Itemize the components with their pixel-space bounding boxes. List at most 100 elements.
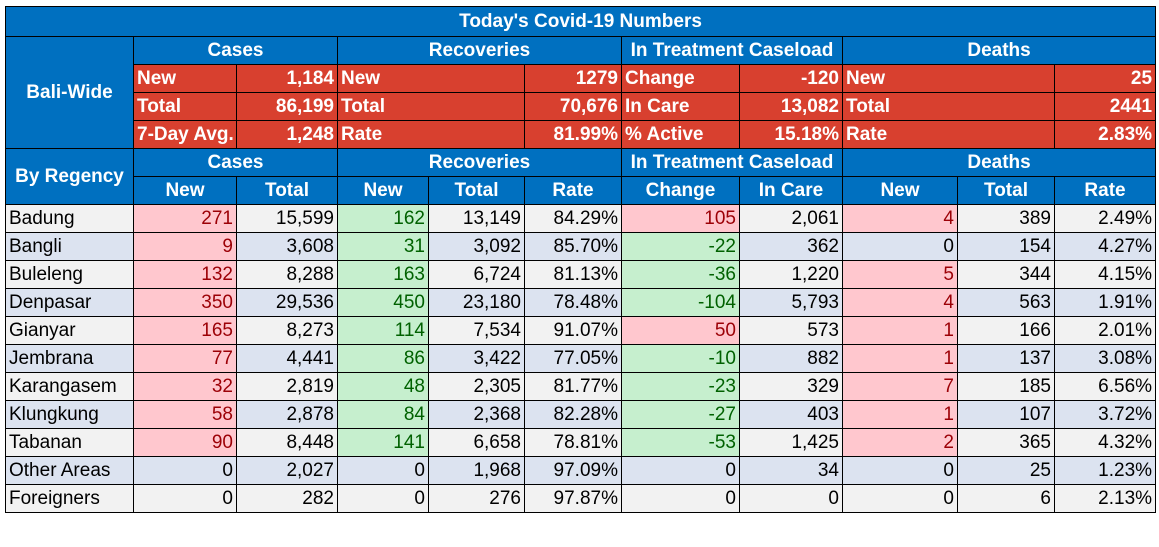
column-header: Change: [621, 176, 740, 205]
cell-rec-new: 450: [337, 288, 429, 317]
regency-name: Denpasar: [5, 288, 134, 317]
regency-name: Badung: [5, 204, 134, 233]
cell-change: 0: [621, 484, 740, 513]
cases-group-header: Cases: [133, 36, 338, 65]
cell-deaths-new: 4: [842, 288, 958, 317]
cell-deaths-total: 344: [957, 260, 1055, 289]
summary-value: 13,082: [739, 92, 843, 121]
summary-value: 86,199: [236, 92, 338, 121]
cell-in-care: 1,425: [739, 428, 843, 457]
summary-row: New 1,184 New 1279 Change -120 New 25: [6, 64, 1157, 93]
cell-rec-new: 86: [337, 344, 429, 373]
regency-name: Jembrana: [5, 344, 134, 373]
cell-deaths-total: 185: [957, 372, 1055, 401]
table-row: Foreigners 0 282 0 276 97.87% 0 0 0 6 2.13%: [5, 484, 1157, 513]
cell-deaths-total: 563: [957, 288, 1055, 317]
cases-group-header: Cases: [133, 148, 338, 177]
cell-rec-new: 0: [337, 484, 429, 513]
summary-row: 7-Day Avg. 1,248 Rate 81.99% % Active 15…: [6, 120, 1157, 149]
cell-deaths-total: 389: [957, 204, 1055, 233]
cell-rec-total: 2,368: [428, 400, 525, 429]
cell-rec-total: 23,180: [428, 288, 525, 317]
cell-rec-rate: 78.48%: [524, 288, 622, 317]
summary-label: Total: [133, 92, 237, 121]
summary-label: New: [842, 64, 1055, 93]
cell-cases-total: 15,599: [236, 204, 338, 233]
cell-cases-new: 9: [133, 232, 237, 261]
cell-deaths-rate: 2.01%: [1053, 316, 1157, 345]
cell-cases-total: 2,027: [236, 456, 338, 485]
cell-rec-total: 7,534: [428, 316, 525, 345]
cell-deaths-new: 5: [842, 260, 958, 289]
cell-cases-new: 32: [133, 372, 237, 401]
regency-name: Tabanan: [5, 428, 134, 457]
recoveries-group-header: Recoveries: [337, 148, 622, 177]
summary-row: Total 86,199 Total 70,676 In Care 13,082…: [6, 92, 1157, 121]
summary-label: New: [133, 64, 237, 93]
cell-deaths-rate: 3.08%: [1053, 344, 1157, 373]
cell-change: -53: [621, 428, 740, 457]
cell-cases-new: 90: [133, 428, 237, 457]
table-row: Gianyar 165 8,273 114 7,534 91.07% 50 573 1 166 2.…: [5, 316, 1157, 345]
table-row: Karangasem 32 2,819 48 2,305 81.77% -23 329 7 185…: [5, 372, 1157, 401]
summary-value: 70,676: [524, 92, 622, 121]
cell-in-care: 1,220: [739, 260, 843, 289]
regency-name: Other Areas: [5, 456, 134, 485]
cell-change: 50: [621, 316, 740, 345]
cell-cases-new: 271: [133, 204, 237, 233]
table-row: Bangli 9 3,608 31 3,092 85.70% -22 362 0 154 4.27%: [5, 232, 1157, 261]
regency-name: Bangli: [5, 232, 134, 261]
deaths-group-header: Deaths: [841, 148, 1157, 177]
summary-value: 81.99%: [524, 120, 622, 149]
cell-rec-rate: 81.13%: [524, 260, 622, 289]
cell-rec-rate: 82.28%: [524, 400, 622, 429]
cell-in-care: 362: [739, 232, 843, 261]
cell-deaths-new: 4: [842, 204, 958, 233]
summary-label: 7-Day Avg.: [133, 120, 237, 149]
cell-deaths-total: 166: [957, 316, 1055, 345]
regency-name: Foreigners: [5, 484, 134, 513]
cell-deaths-rate: 2.49%: [1053, 204, 1157, 233]
summary-label: Rate: [337, 120, 525, 149]
column-header: Total: [236, 176, 338, 205]
cell-cases-new: 165: [133, 316, 237, 345]
cell-change: -22: [621, 232, 740, 261]
cell-rec-new: 48: [337, 372, 429, 401]
column-header: New: [842, 176, 958, 205]
cell-cases-total: 282: [236, 484, 338, 513]
cell-rec-rate: 78.81%: [524, 428, 622, 457]
table-row: Badung 271 15,599 162 13,149 84.29% 105 2,061 4 3…: [5, 204, 1157, 233]
cell-deaths-total: 6: [957, 484, 1055, 513]
summary-label: Change: [621, 64, 740, 93]
cell-change: -10: [621, 344, 740, 373]
cell-in-care: 5,793: [739, 288, 843, 317]
cell-rec-new: 141: [337, 428, 429, 457]
table-row: Other Areas 0 2,027 0 1,968 97.09% 0 34 0 25 1.23%: [5, 456, 1157, 485]
cell-deaths-new: 1: [842, 316, 958, 345]
column-header: Rate: [1053, 176, 1157, 205]
cell-deaths-rate: 4.27%: [1053, 232, 1157, 261]
cell-rec-total: 6,724: [428, 260, 525, 289]
cell-deaths-total: 107: [957, 400, 1055, 429]
cell-cases-new: 0: [133, 484, 237, 513]
cell-rec-rate: 81.77%: [524, 372, 622, 401]
cell-deaths-new: 0: [842, 484, 958, 513]
column-header: Total: [428, 176, 525, 205]
cell-rec-rate: 97.09%: [524, 456, 622, 485]
cell-deaths-total: 137: [957, 344, 1055, 373]
cell-in-care: 403: [739, 400, 843, 429]
treatment-group-header: In Treatment Caseload: [621, 36, 843, 65]
summary-label: Rate: [842, 120, 1055, 149]
cell-rec-new: 162: [337, 204, 429, 233]
table-row: Klungkung 58 2,878 84 2,368 82.28% -27 403 1 107 3…: [5, 400, 1157, 429]
cell-rec-rate: 97.87%: [524, 484, 622, 513]
cell-cases-total: 8,448: [236, 428, 338, 457]
cell-in-care: 0: [739, 484, 843, 513]
cell-cases-new: 77: [133, 344, 237, 373]
cell-cases-total: 2,878: [236, 400, 338, 429]
cell-deaths-rate: 6.56%: [1053, 372, 1157, 401]
cell-rec-rate: 77.05%: [524, 344, 622, 373]
cell-deaths-new: 0: [842, 456, 958, 485]
recoveries-group-header: Recoveries: [337, 36, 622, 65]
by-regency-label: By Regency: [5, 148, 134, 205]
